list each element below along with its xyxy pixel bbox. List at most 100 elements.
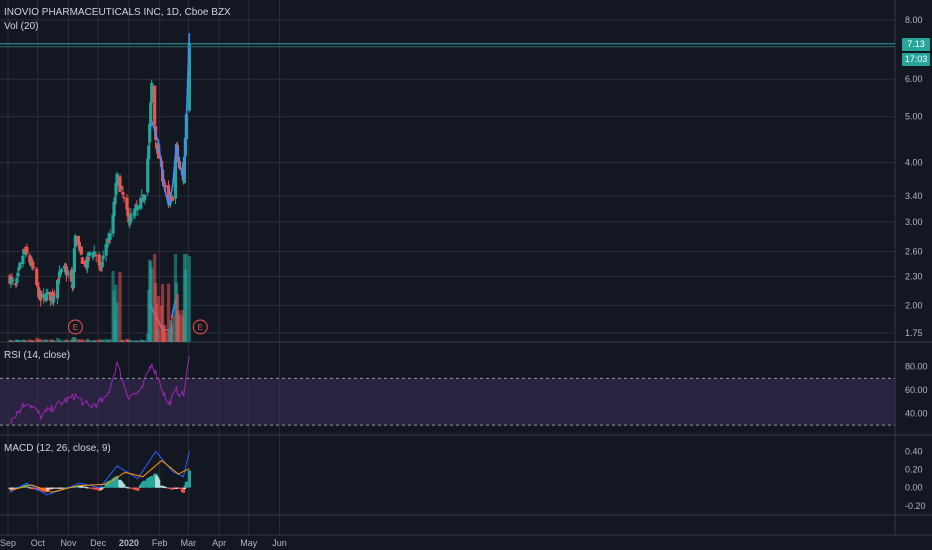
- candle[interactable]: [10, 277, 14, 279]
- candle[interactable]: [120, 186, 124, 189]
- candle[interactable]: [150, 82, 154, 103]
- candle[interactable]: [118, 176, 122, 193]
- candle[interactable]: [35, 268, 39, 285]
- candle[interactable]: [133, 210, 137, 217]
- candle[interactable]: [42, 293, 46, 298]
- candle[interactable]: [18, 262, 22, 269]
- rsi-line[interactable]: [9, 356, 190, 424]
- candle[interactable]: [66, 273, 71, 275]
- candle[interactable]: [157, 144, 161, 159]
- candle[interactable]: [107, 240, 111, 243]
- candle[interactable]: [21, 255, 25, 265]
- candle[interactable]: [94, 255, 98, 257]
- candle[interactable]: [114, 182, 118, 196]
- candle[interactable]: [73, 235, 77, 247]
- candle[interactable]: [28, 255, 32, 263]
- candle[interactable]: [119, 187, 123, 190]
- candle[interactable]: [59, 269, 64, 273]
- candle[interactable]: [87, 252, 91, 257]
- candle[interactable]: [155, 143, 159, 149]
- candle[interactable]: [43, 294, 47, 296]
- candle[interactable]: [16, 272, 20, 277]
- rsi-pane[interactable]: [0, 356, 895, 426]
- candle[interactable]: [57, 271, 62, 278]
- candle[interactable]: [52, 294, 57, 296]
- candle[interactable]: [76, 236, 80, 245]
- candle[interactable]: [115, 173, 119, 186]
- candle[interactable]: [187, 43, 191, 111]
- candle[interactable]: [169, 195, 174, 198]
- candle[interactable]: [105, 243, 109, 248]
- trendline[interactable]: [150, 33, 191, 206]
- candle[interactable]: [122, 197, 126, 199]
- candle[interactable]: [127, 215, 131, 223]
- candle[interactable]: [46, 291, 50, 295]
- candle[interactable]: [146, 158, 150, 193]
- candle[interactable]: [92, 251, 96, 257]
- candle[interactable]: [104, 244, 108, 256]
- candle[interactable]: [45, 292, 49, 301]
- candle[interactable]: [112, 201, 116, 217]
- candle[interactable]: [56, 278, 61, 281]
- candle[interactable]: [63, 266, 68, 269]
- candle[interactable]: [163, 185, 168, 188]
- signal-line[interactable]: [9, 459, 190, 493]
- candle[interactable]: [51, 296, 56, 303]
- candle[interactable]: [90, 253, 94, 255]
- candle[interactable]: [99, 268, 103, 270]
- candle[interactable]: [69, 270, 74, 282]
- candle[interactable]: [129, 213, 133, 222]
- macd-pane[interactable]: [8, 450, 191, 496]
- candle[interactable]: [101, 255, 105, 260]
- candle[interactable]: [147, 145, 151, 160]
- candle[interactable]: [71, 268, 76, 289]
- candle[interactable]: [128, 219, 132, 225]
- candle[interactable]: [77, 242, 81, 249]
- candle[interactable]: [80, 257, 84, 264]
- candle[interactable]: [72, 248, 76, 273]
- candle[interactable]: [170, 197, 175, 201]
- candle[interactable]: [108, 233, 112, 240]
- candle[interactable]: [93, 252, 97, 254]
- candle[interactable]: [168, 197, 173, 204]
- candle[interactable]: [25, 246, 29, 254]
- candle[interactable]: [83, 260, 87, 267]
- candle[interactable]: [143, 194, 147, 201]
- candle[interactable]: [166, 185, 171, 203]
- candle[interactable]: [149, 102, 153, 127]
- candle[interactable]: [14, 282, 18, 286]
- earnings-marker[interactable]: [192, 319, 208, 335]
- candle[interactable]: [111, 214, 115, 234]
- candle[interactable]: [140, 194, 144, 196]
- candle[interactable]: [86, 257, 90, 260]
- candle[interactable]: [65, 272, 70, 274]
- candle[interactable]: [36, 282, 40, 287]
- candle[interactable]: [100, 261, 104, 268]
- candle[interactable]: [125, 197, 129, 210]
- candle[interactable]: [134, 208, 138, 211]
- candle[interactable]: [91, 256, 95, 258]
- candle[interactable]: [85, 256, 89, 269]
- candle[interactable]: [153, 85, 157, 125]
- candle[interactable]: [136, 205, 140, 210]
- candle[interactable]: [121, 191, 125, 195]
- candle[interactable]: [126, 207, 130, 217]
- candle[interactable]: [55, 280, 60, 299]
- candle[interactable]: [79, 246, 83, 255]
- candle[interactable]: [31, 261, 35, 267]
- candle[interactable]: [9, 277, 13, 284]
- candle[interactable]: [148, 123, 152, 143]
- candle[interactable]: [173, 159, 178, 199]
- candle[interactable]: [15, 277, 19, 284]
- candle[interactable]: [139, 197, 143, 209]
- candle[interactable]: [113, 197, 117, 205]
- macd-line[interactable]: [9, 450, 190, 496]
- candle[interactable]: [97, 254, 101, 266]
- earnings-marker[interactable]: [67, 319, 83, 335]
- candle[interactable]: [106, 238, 110, 242]
- candle[interactable]: [39, 290, 43, 301]
- candle[interactable]: [11, 279, 15, 281]
- candle[interactable]: [32, 267, 36, 269]
